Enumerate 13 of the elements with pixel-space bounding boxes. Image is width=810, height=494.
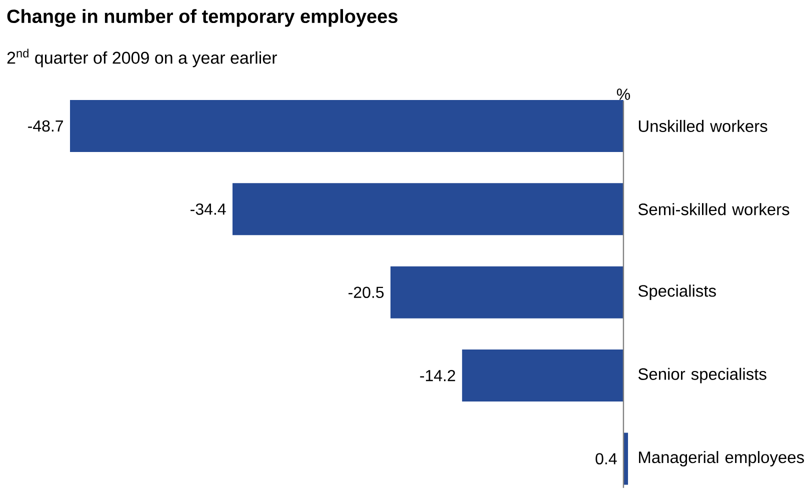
y-tick-label: Unskilled workers <box>638 120 768 132</box>
y-tick-label: Senior specialists <box>638 368 766 384</box>
data-label: -34.4 <box>190 204 226 215</box>
y-tick-label: Specialists <box>638 284 716 300</box>
y-tick-label: Managerial employees <box>639 451 804 466</box>
data-label: -14.2 <box>420 370 456 382</box>
data-label: -20.5 <box>348 286 384 298</box>
y-tick-label: Semi-skilled workers <box>638 203 790 216</box>
data-label: -48.7 <box>28 120 63 132</box>
x-axis-title: % <box>616 88 630 100</box>
data-label: 0.4 <box>596 453 617 464</box>
chart-subtitle: 2$^{nd}$ quarter of 2009 on a year earlier <box>7 48 277 68</box>
chart-title: Change in number of temporary employees <box>7 9 398 27</box>
